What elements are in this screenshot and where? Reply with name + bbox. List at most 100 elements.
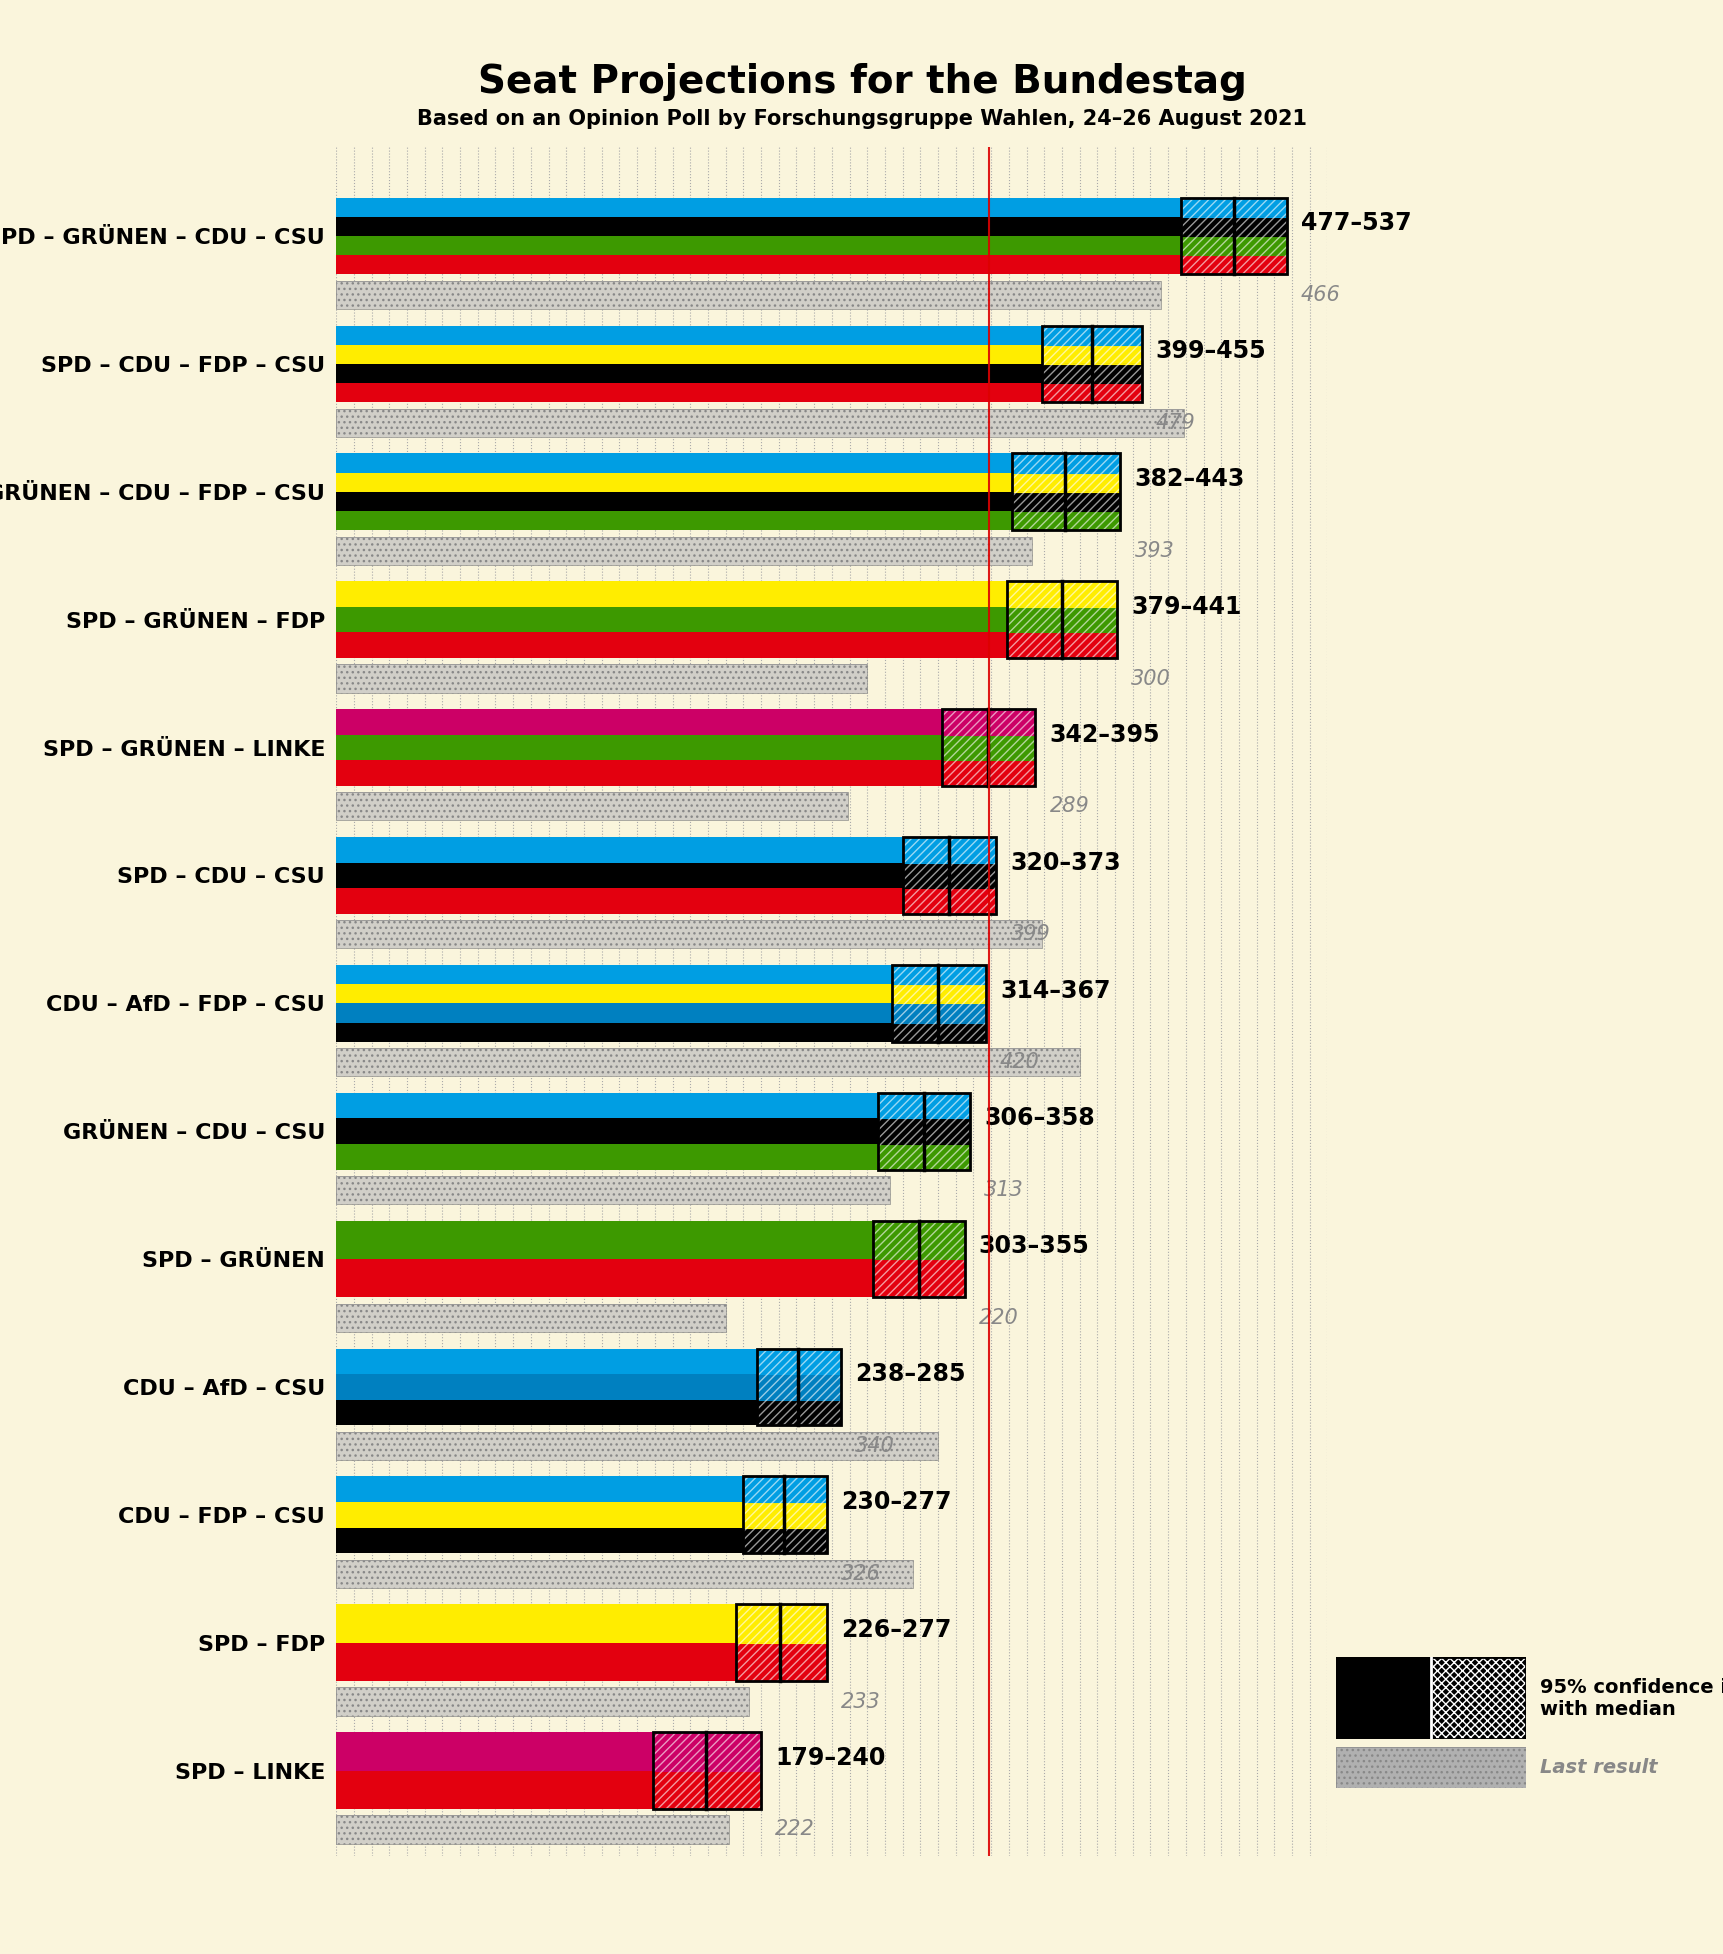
Bar [336,1176,889,1204]
Text: 342–395: 342–395 [1049,723,1160,746]
Bar [1006,582,1117,658]
Bar [336,1258,872,1297]
Bar [653,1770,760,1809]
Bar [336,197,1180,217]
Bar [743,1528,825,1553]
Bar [903,836,996,914]
Bar [903,836,996,914]
Bar [336,492,1011,512]
Bar [1180,256,1285,274]
Bar [1011,492,1120,512]
Bar [336,1815,729,1843]
Bar [743,1477,825,1503]
Bar [336,1047,1079,1077]
Text: 300: 300 [1130,668,1170,688]
Bar [1042,326,1141,344]
Bar [941,760,1036,786]
Bar [336,1047,1079,1077]
Bar [336,965,891,985]
Bar [336,256,1180,274]
Text: 95% confidence interval
with median: 95% confidence interval with median [1539,1678,1723,1718]
Bar [877,1118,970,1143]
Text: Last result: Last result [1539,1759,1656,1776]
Text: Based on an Opinion Poll by Forschungsgruppe Wahlen, 24–26 August 2021: Based on an Opinion Poll by Forschungsgr… [417,109,1306,129]
Bar [1180,197,1285,217]
Bar [891,1002,986,1022]
Bar [1042,363,1141,383]
Bar [756,1374,841,1399]
Bar [941,709,1036,786]
Bar [1180,236,1285,256]
Bar [1011,453,1120,530]
Bar [736,1604,825,1643]
Text: 314–367: 314–367 [999,979,1110,1002]
Bar [1011,473,1120,492]
Bar [336,1221,872,1258]
Bar [1430,1657,1525,1739]
Bar [653,1733,760,1809]
Bar [1011,453,1120,473]
Bar [336,1143,877,1170]
Bar [336,408,1184,438]
Bar [1011,453,1120,473]
Bar [336,1348,756,1374]
Bar [1180,217,1285,236]
Bar [903,862,996,889]
Bar [336,344,1042,363]
Bar [336,1815,729,1843]
Bar [336,1559,913,1589]
Bar [336,1643,736,1680]
Bar [336,281,1160,309]
Bar [336,1092,877,1118]
Bar [877,1092,970,1170]
Text: 230–277: 230–277 [841,1491,951,1514]
Bar [336,453,1011,473]
Bar [336,383,1042,403]
Bar [1180,217,1285,236]
Bar [756,1399,841,1424]
Text: 238–285: 238–285 [855,1362,965,1385]
Bar [336,1374,756,1399]
Bar [336,920,1042,948]
Bar [1180,256,1285,274]
Bar [336,1733,653,1770]
Bar [1042,326,1141,344]
Text: 303–355: 303–355 [979,1235,1089,1258]
Bar [653,1733,760,1809]
Bar [1006,633,1117,658]
Bar [336,920,1042,948]
Text: 222: 222 [775,1819,815,1839]
Text: 220: 220 [979,1307,1018,1329]
Bar [877,1143,970,1170]
Text: 479: 479 [1154,412,1194,432]
Bar [743,1503,825,1528]
Bar [941,709,1036,735]
Bar [1006,633,1117,658]
Bar [1042,383,1141,403]
Bar [891,1022,986,1041]
Text: 382–443: 382–443 [1134,467,1244,490]
Text: 466: 466 [1301,285,1340,305]
Text: 477–537: 477–537 [1301,211,1411,234]
Bar [1430,1657,1525,1739]
Bar [336,512,1011,530]
Bar [872,1221,965,1297]
Bar [1042,326,1141,403]
Bar [336,985,891,1002]
Bar [336,281,1160,309]
Bar [872,1221,965,1258]
Bar [336,836,903,862]
Bar [336,735,941,760]
Bar [336,1176,889,1204]
Bar [336,633,1006,658]
Bar [891,965,986,1041]
Bar [336,1559,913,1589]
Bar [1011,473,1120,492]
Bar [736,1643,825,1680]
Bar [872,1221,965,1297]
Bar [336,1022,891,1041]
Bar [336,363,1042,383]
Bar [336,408,1184,438]
Bar [336,709,941,735]
Bar [336,664,867,692]
